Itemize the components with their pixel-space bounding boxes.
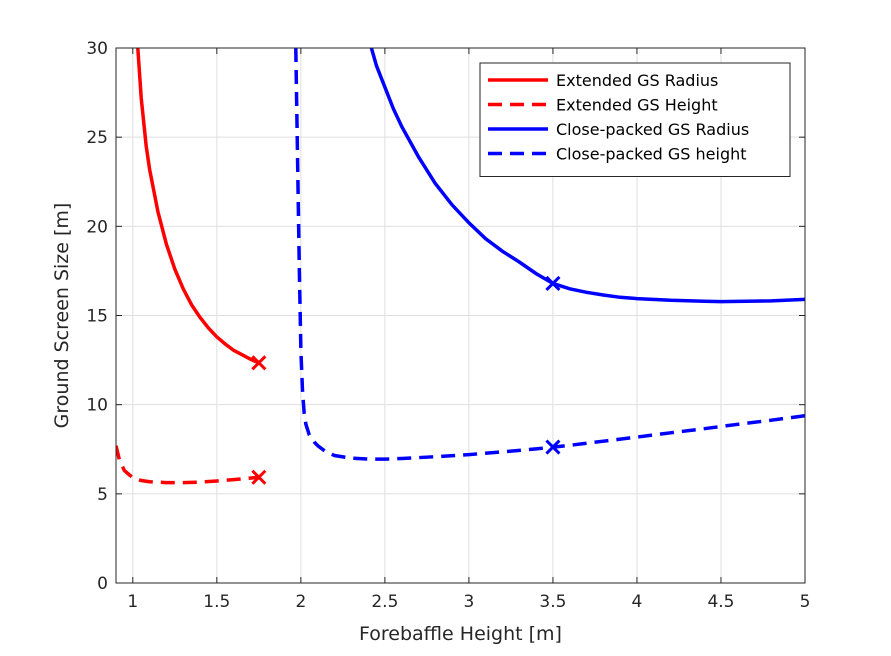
- series-layer: [116, 48, 805, 485]
- x-tick-label: 1.5: [203, 592, 230, 612]
- y-tick-label: 5: [97, 485, 108, 505]
- x-tick-label: 4: [632, 592, 643, 612]
- x-tick-label: 3.5: [539, 592, 566, 612]
- legend-label: Close-packed GS Radius: [556, 120, 749, 139]
- y-tick-label: 25: [86, 128, 108, 148]
- series-line-close-packed-gs-radius: [369, 48, 805, 304]
- marker-layer: [251, 275, 561, 485]
- y-tick-label: 20: [86, 217, 108, 237]
- y-tick-label: 0: [97, 574, 108, 594]
- legend-label: Extended GS Radius: [556, 71, 718, 90]
- series-line-extended-gs-radius: [136, 48, 260, 365]
- x-tick-label: 5: [800, 592, 811, 612]
- y-tick-label: 15: [86, 307, 108, 327]
- y-tick-label: 10: [86, 396, 108, 416]
- series-line-close-packed-gs-height: [294, 48, 805, 461]
- legend: Extended GS Radius Extended GS Height Clos…: [479, 62, 791, 177]
- x-tick-label: 3: [463, 592, 474, 612]
- x-tick-label: 2: [295, 592, 306, 612]
- x-tick-label: 4.5: [707, 592, 734, 612]
- y-axis-label: Ground Screen Size [m]: [51, 203, 73, 429]
- x-marker: [545, 439, 561, 455]
- x-marker: [251, 355, 267, 371]
- ticks: 1 1.5 2 2.5 3 3.5 4 4.5 5 0 5 10 15 20 25 30: [86, 39, 810, 612]
- x-axis-label: Forebaffle Height [m]: [359, 623, 562, 645]
- x-marker: [545, 275, 561, 291]
- x-marker: [251, 469, 267, 485]
- series-line-extended-gs-height: [116, 445, 259, 485]
- x-tick-label: 2.5: [371, 592, 398, 612]
- x-tick-label: 1: [127, 592, 138, 612]
- legend-label: Extended GS Height: [556, 96, 718, 115]
- y-tick-label: 30: [86, 39, 108, 59]
- legend-box: [479, 62, 791, 177]
- legend-label: Close-packed GS height: [556, 145, 747, 164]
